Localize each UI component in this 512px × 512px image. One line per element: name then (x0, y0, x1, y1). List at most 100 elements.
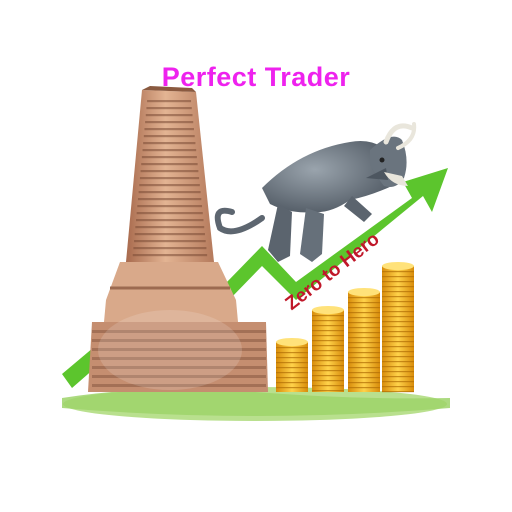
coin-stack (312, 306, 344, 392)
coin-edge (382, 386, 414, 388)
building-floor-line (144, 128, 194, 131)
coin-edge (382, 356, 414, 358)
coin-edge (382, 296, 414, 298)
building-slab-line (92, 357, 266, 360)
coin-edge (276, 387, 308, 389)
building-floor-line (145, 114, 193, 117)
coin-stack-body (382, 266, 414, 392)
coin-edge (348, 387, 380, 389)
building-floors (132, 100, 208, 257)
coin-edge (348, 307, 380, 309)
coin-edge (382, 301, 414, 303)
coin-edge (312, 380, 344, 382)
coin-edge (382, 286, 414, 288)
coin-edge (276, 367, 308, 369)
coin-edge (276, 352, 308, 354)
coin-edge (348, 312, 380, 314)
coin-edge (382, 351, 414, 353)
building-floor-line (146, 107, 192, 110)
coin-edge (312, 320, 344, 322)
building-floor-line (136, 212, 203, 215)
coin-edge (276, 377, 308, 379)
coin-edge (382, 326, 414, 328)
coin-edge (348, 337, 380, 339)
coin-edge (312, 385, 344, 387)
coin-edge (276, 382, 308, 384)
coin-edge (382, 336, 414, 338)
coin-edge (382, 271, 414, 273)
coin-edge (348, 352, 380, 354)
coin-edge (348, 297, 380, 299)
building-floor-line (141, 156, 197, 159)
bull-icon (214, 122, 417, 262)
building-slabs (92, 330, 266, 387)
stock-exchange-building-icon (88, 86, 268, 392)
coin-edge (382, 366, 414, 368)
building-slab-line (92, 384, 266, 387)
building-floor-line (132, 254, 208, 257)
building-floor-line (143, 135, 195, 138)
coin-edge (276, 357, 308, 359)
coin-edge (312, 355, 344, 357)
coin-edge (382, 276, 414, 278)
building-floor-line (135, 226, 205, 229)
coin-edge (276, 347, 308, 349)
coin-stack-icon (276, 262, 414, 393)
building-floor-line (133, 247, 207, 250)
coin-edge (348, 347, 380, 349)
coin-edge (382, 391, 414, 393)
coin-edge (382, 381, 414, 383)
coin-top (276, 338, 308, 346)
coin-edge (312, 360, 344, 362)
coin-edge (348, 317, 380, 319)
coin-edge (382, 346, 414, 348)
building-floor-line (147, 100, 192, 103)
coin-stack (382, 262, 414, 393)
coin-edge (276, 362, 308, 364)
coin-edge (312, 390, 344, 392)
coin-edge (382, 321, 414, 323)
coin-edge (312, 335, 344, 337)
coin-edge (382, 371, 414, 373)
coin-edge (382, 331, 414, 333)
trend-arrow-icon (62, 168, 448, 388)
coin-edge (312, 330, 344, 332)
coin-edge (348, 362, 380, 364)
coin-edge (382, 291, 414, 293)
coin-edge (348, 332, 380, 334)
building-floor-line (137, 205, 203, 208)
coin-edge (348, 367, 380, 369)
coin-edge (312, 315, 344, 317)
coin-stack (276, 338, 308, 392)
coin-edge (312, 350, 344, 352)
building-floor-line (138, 191, 201, 194)
building-floor-line (137, 198, 202, 201)
building-floor-line (139, 177, 200, 180)
coin-edge (348, 357, 380, 359)
coin-edge (348, 342, 380, 344)
coin-edge (348, 322, 380, 324)
building-floor-line (142, 149, 197, 152)
coin-top (348, 288, 380, 296)
coin-stack (348, 288, 380, 392)
coin-edge (348, 372, 380, 374)
coin-edge (348, 302, 380, 304)
building-floor-line (134, 233, 205, 236)
building-slab-line (92, 339, 266, 342)
coin-top (382, 262, 414, 270)
coin-edge (348, 382, 380, 384)
coin-edge (312, 325, 344, 327)
building-slab-line (92, 375, 266, 378)
coin-edge (382, 376, 414, 378)
building-slab-line (92, 330, 266, 333)
coin-edge (276, 372, 308, 374)
coin-top (312, 306, 344, 314)
building-floor-line (136, 219, 204, 222)
coin-edge (312, 340, 344, 342)
coin-edge (382, 311, 414, 313)
building-floor-line (140, 170, 199, 173)
building-floor-line (143, 142, 196, 145)
coin-edge (312, 370, 344, 372)
